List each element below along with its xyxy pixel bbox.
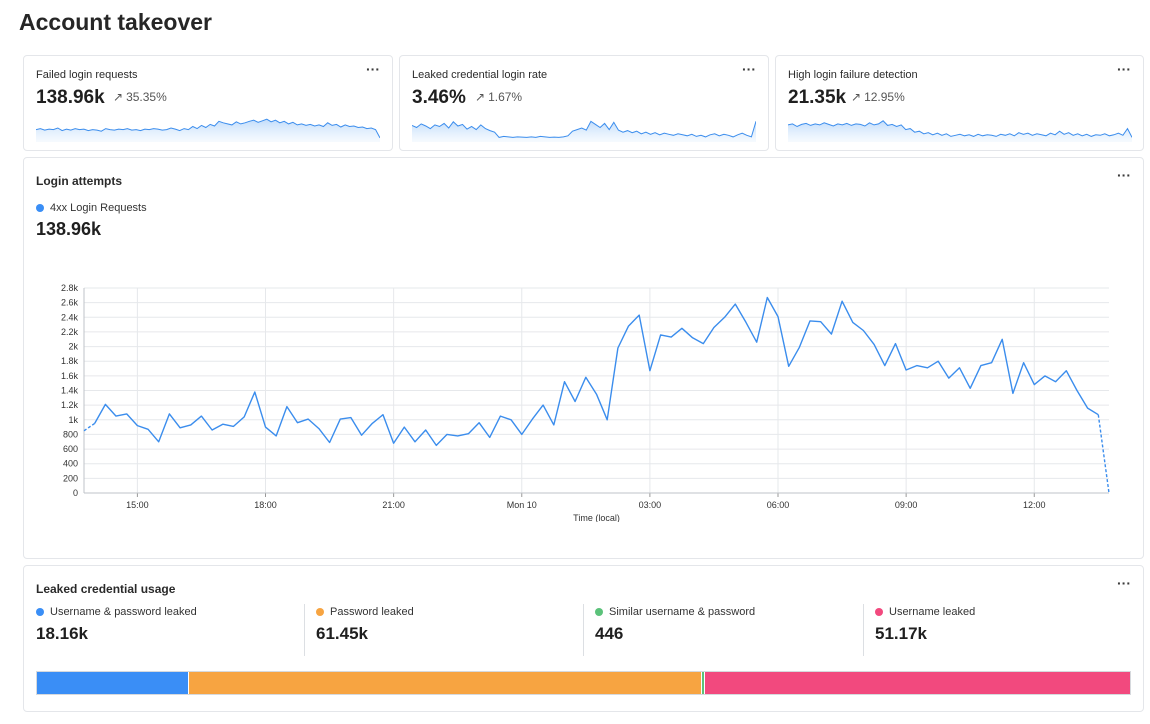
y-tick-label: 2.8k bbox=[61, 283, 79, 293]
section-title: Login attempts bbox=[36, 174, 122, 188]
kpi-delta-value: 12.95% bbox=[864, 90, 905, 104]
usage-label: Username leaked bbox=[889, 606, 976, 618]
y-tick-label: 1.4k bbox=[61, 386, 79, 396]
series-line-partial bbox=[83, 422, 96, 432]
x-tick-label: 09:00 bbox=[895, 500, 918, 510]
legend-label: 4xx Login Requests bbox=[50, 202, 147, 214]
kpi-value: 138.96k bbox=[36, 87, 105, 108]
legend-dot bbox=[36, 608, 44, 616]
x-tick-label: 12:00 bbox=[1023, 500, 1046, 510]
kpi-card-failed-login: Failed login requests ··· 138.96k ↗ 35.35… bbox=[23, 55, 393, 151]
legend-dot bbox=[595, 608, 603, 616]
kpi-delta-value: 35.35% bbox=[126, 90, 167, 104]
sparkline-area bbox=[788, 120, 1132, 142]
x-tick-label: 15:00 bbox=[126, 500, 149, 510]
stack-segment[interactable] bbox=[704, 672, 1130, 694]
section-title: Leaked credential usage bbox=[36, 582, 176, 596]
usage-value: 51.17k bbox=[875, 624, 927, 643]
x-tick-label: 21:00 bbox=[382, 500, 405, 510]
divider bbox=[583, 604, 584, 656]
stack-segment[interactable] bbox=[188, 672, 701, 694]
login-attempts-card: Login attempts ··· 4xx Login Requests 13… bbox=[23, 157, 1144, 559]
sparkline-line bbox=[412, 120, 756, 138]
total-value: 138.96k bbox=[36, 219, 102, 239]
usage-item-similar[interactable]: Similar username & password 446 bbox=[595, 606, 755, 658]
divider bbox=[863, 604, 864, 656]
y-tick-label: 1.2k bbox=[61, 400, 79, 410]
x-tick-label: Mon 10 bbox=[507, 500, 537, 510]
x-axis-label: Time (local) bbox=[573, 513, 620, 522]
series-line bbox=[94, 296, 1099, 447]
sparkline-area bbox=[36, 119, 380, 142]
sparkline-area bbox=[412, 121, 756, 142]
x-tick-label: 06:00 bbox=[767, 500, 790, 510]
sparkline bbox=[412, 120, 756, 142]
x-tick-label: 18:00 bbox=[254, 500, 277, 510]
sparkline-line bbox=[788, 120, 1132, 138]
kpi-value: 21.35k bbox=[788, 87, 847, 108]
page-title: Account takeover bbox=[19, 9, 213, 35]
stack-segment[interactable] bbox=[700, 672, 705, 694]
y-tick-label: 800 bbox=[63, 429, 78, 439]
more-options-button[interactable]: ··· bbox=[742, 61, 756, 77]
usage-stacked-bar bbox=[36, 671, 1131, 695]
legend-dot bbox=[316, 608, 324, 616]
trend-up-icon: ↗ bbox=[475, 90, 486, 104]
usage-label: Username & password leaked bbox=[50, 606, 197, 618]
y-tick-label: 2.6k bbox=[61, 298, 79, 308]
y-tick-label: 600 bbox=[63, 444, 78, 454]
usage-value: 18.16k bbox=[36, 624, 88, 643]
kpi-delta: ↗ 12.95% bbox=[851, 90, 905, 104]
kpi-title: Leaked credential login rate bbox=[412, 69, 548, 81]
x-tick-label: 03:00 bbox=[639, 500, 662, 510]
kpi-title: Failed login requests bbox=[36, 69, 138, 81]
usage-item-username[interactable]: Username leaked 51.17k bbox=[875, 606, 975, 658]
usage-item-user-pass[interactable]: Username & password leaked 18.16k bbox=[36, 606, 197, 658]
usage-label: Similar username & password bbox=[609, 606, 756, 618]
stack-segment[interactable] bbox=[37, 672, 189, 694]
usage-value: 446 bbox=[595, 624, 624, 643]
divider bbox=[304, 604, 305, 656]
usage-item-password[interactable]: Password leaked 61.45k bbox=[316, 606, 414, 658]
legend-dot bbox=[875, 608, 883, 616]
legend-dot bbox=[36, 204, 44, 212]
sparkline bbox=[36, 118, 380, 142]
sparkline bbox=[788, 120, 1132, 142]
kpi-card-leaked-rate: Leaked credential login rate ··· 3.46% ↗… bbox=[399, 55, 769, 151]
kpi-delta: ↗ 35.35% bbox=[113, 90, 167, 104]
y-tick-label: 400 bbox=[63, 459, 78, 469]
y-tick-label: 1.8k bbox=[61, 356, 79, 366]
usage-label: Password leaked bbox=[330, 606, 414, 618]
kpi-title: High login failure detection bbox=[788, 69, 918, 81]
y-tick-label: 200 bbox=[63, 473, 78, 483]
y-tick-label: 1.6k bbox=[61, 371, 79, 381]
chart-legend[interactable]: 4xx Login Requests bbox=[36, 202, 147, 214]
usage-value: 61.45k bbox=[316, 624, 368, 643]
series-line-partial bbox=[1097, 414, 1110, 494]
kpi-delta: ↗ 1.67% bbox=[475, 90, 522, 104]
y-tick-label: 1k bbox=[68, 415, 78, 425]
more-options-button[interactable]: ··· bbox=[366, 61, 380, 77]
y-tick-label: 2.4k bbox=[61, 312, 79, 322]
kpi-delta-value: 1.67% bbox=[488, 90, 523, 104]
kpi-card-high-failure: High login failure detection ··· 21.35k … bbox=[775, 55, 1144, 151]
sparkline-line bbox=[36, 118, 380, 139]
y-tick-label: 0 bbox=[73, 488, 78, 498]
more-options-button[interactable]: ··· bbox=[1117, 167, 1131, 183]
y-tick-label: 2.2k bbox=[61, 327, 79, 337]
more-options-button[interactable]: ··· bbox=[1117, 575, 1131, 591]
y-tick-label: 2k bbox=[68, 342, 78, 352]
login-attempts-chart: 0 200 400 600 800 1k 1.2k 1.4k 1.6k 1.8k 2k 2.2k 2.4… bbox=[61, 283, 1110, 522]
kpi-value: 3.46% bbox=[412, 87, 466, 108]
trend-up-icon: ↗ bbox=[851, 90, 862, 104]
trend-up-icon: ↗ bbox=[113, 90, 124, 104]
leaked-usage-card: Leaked credential usage ··· Username & p… bbox=[23, 565, 1144, 712]
more-options-button[interactable]: ··· bbox=[1117, 61, 1131, 77]
